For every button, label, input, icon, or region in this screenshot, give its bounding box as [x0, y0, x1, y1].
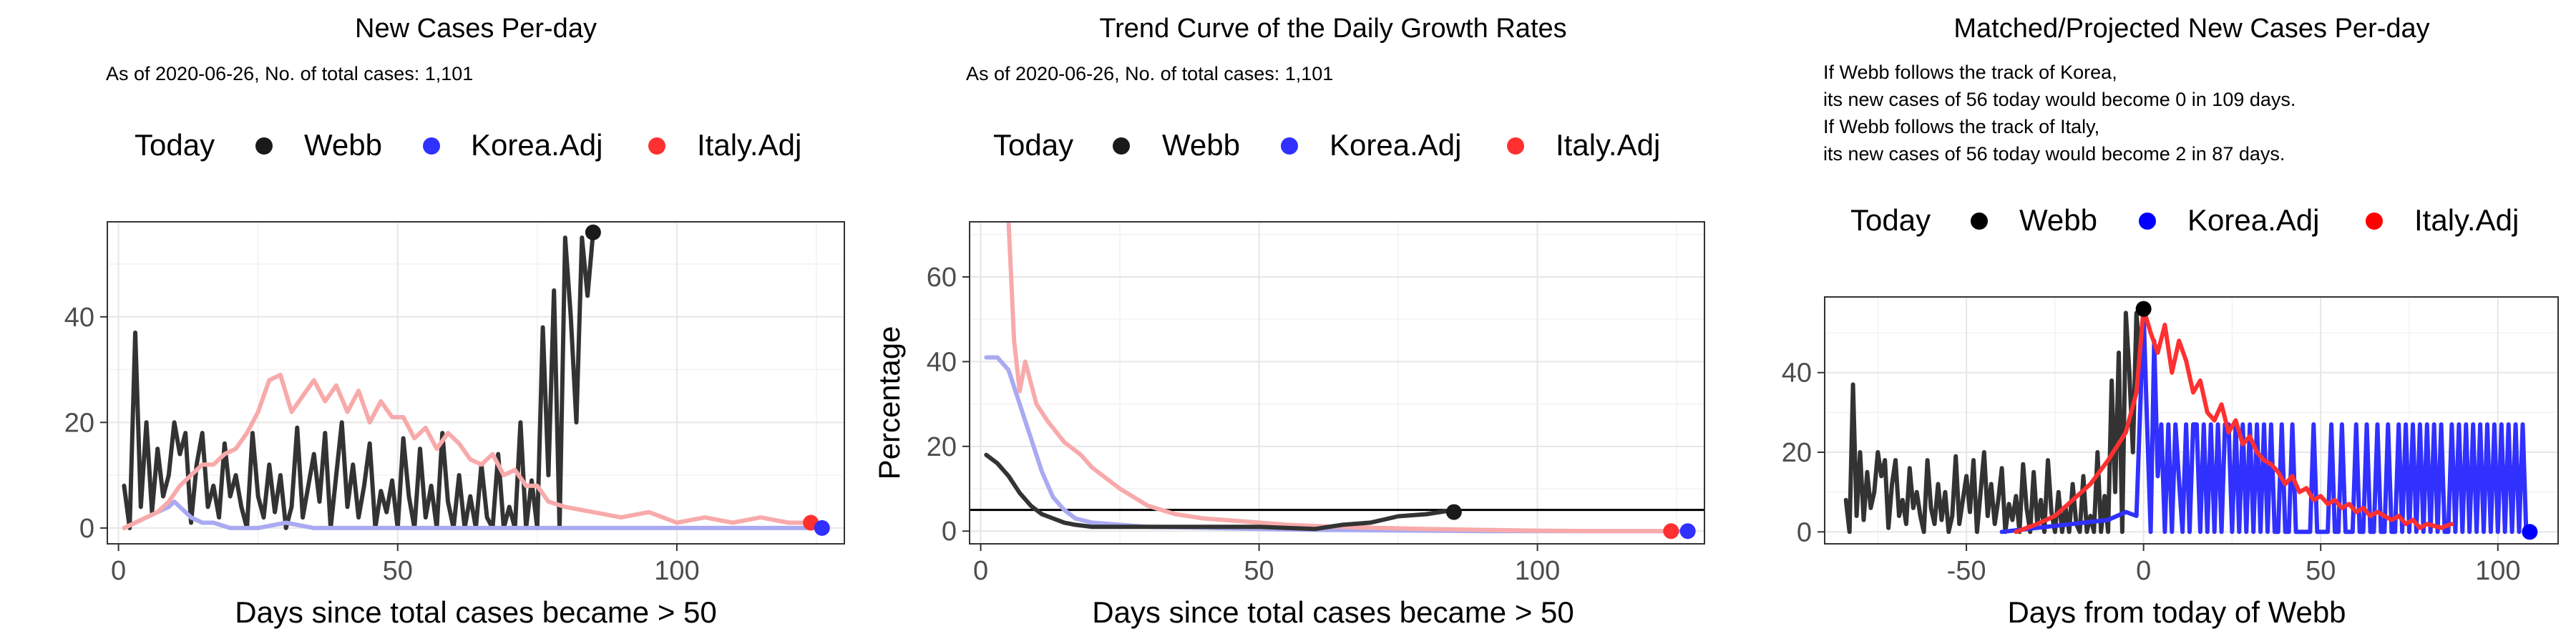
today-point-webb — [1445, 504, 1462, 520]
today-point-korea-adj — [2522, 524, 2538, 540]
series-line-korea-adj — [984, 355, 1684, 534]
plot-area: 0 50 100 0 20 40 — [64, 221, 845, 586]
x-tick-label: 50 — [1244, 556, 1274, 586]
chart-subtitle: As of 2020-06-26, No. of total cases: 1,… — [966, 63, 1333, 84]
today-point-italy-adj — [1663, 523, 1679, 540]
legend: Webb Korea.Adj Italy.Adj — [1113, 128, 1660, 162]
y-tick-label: 40 — [927, 347, 957, 377]
plot-area: 0 50 100 0 20 40 60 — [927, 221, 1705, 586]
x-tick-label: 100 — [1515, 556, 1560, 586]
annotation-line-2: its new cases of 56 today would become 0… — [1823, 89, 2296, 110]
series-lines — [122, 230, 824, 530]
series-lines — [1843, 306, 2532, 535]
x-tick-label: 50 — [383, 556, 413, 586]
chart-subtitle: As of 2020-06-26, No. of total cases: 1,… — [106, 63, 473, 84]
y-tick-label: 60 — [927, 263, 957, 293]
x-tick-label: 50 — [2306, 556, 2336, 586]
x-tick-label: 0 — [973, 556, 988, 586]
legend-label-webb: Webb — [1162, 128, 1240, 162]
legend: Webb Korea.Adj Italy.Adj — [255, 128, 801, 162]
legend-title: Today — [1850, 203, 1931, 237]
x-tick-label: 0 — [111, 556, 126, 586]
plot-border — [1824, 296, 2559, 545]
chart-title: New Cases Per-day — [355, 14, 597, 44]
series-line-korea-adj — [1999, 311, 2532, 535]
annotation-line-3: If Webb follows the track of Italy, — [1823, 116, 2099, 137]
chart-title: Trend Curve of the Daily Growth Rates — [1099, 14, 1566, 44]
y-tick-label: 20 — [927, 432, 957, 462]
annotation-line-1: If Webb follows the track of Korea, — [1823, 62, 2117, 83]
series-line-webb — [1843, 306, 2146, 535]
today-point-webb — [585, 224, 601, 240]
series-line-italy-adj — [122, 372, 814, 530]
legend-label-korea: Korea.Adj — [471, 128, 602, 162]
series-line-webb — [984, 452, 1456, 532]
x-tick-label: 100 — [2475, 556, 2520, 586]
legend-key-korea — [1281, 137, 1298, 155]
today-point-korea-adj — [814, 519, 830, 536]
legend-key-webb — [1971, 213, 1988, 230]
legend-label-italy: Italy.Adj — [697, 128, 801, 162]
legend-key-webb — [1113, 137, 1130, 155]
legend-key-italy — [1507, 137, 1524, 155]
legend-label-webb: Webb — [2019, 203, 2097, 237]
x-axis-title: Days from today of Webb — [2007, 595, 2346, 629]
panel-projected: Matched/Projected New Cases Per-day If W… — [1782, 14, 2559, 629]
legend-key-korea — [423, 137, 440, 155]
x-tick-label: 100 — [654, 556, 699, 586]
y-tick-label: 0 — [1797, 517, 1812, 547]
y-tick-label: 0 — [942, 517, 957, 547]
y-tick-label: 40 — [1782, 358, 1812, 389]
series-lines — [984, 222, 1684, 534]
y-tick-label: 40 — [64, 303, 94, 333]
annotation-line-4: its new cases of 56 today would become 2… — [1823, 143, 2285, 165]
legend-label-korea: Korea.Adj — [2187, 203, 2319, 237]
legend-key-korea — [2139, 213, 2156, 230]
x-axis-title: Days since total cases became > 50 — [235, 595, 717, 629]
today-point-webb — [2135, 301, 2152, 317]
y-tick-label: 20 — [64, 408, 94, 438]
plot-area: -50 0 50 100 0 20 40 — [1782, 296, 2559, 586]
legend-title: Today — [135, 128, 215, 162]
series-line-italy-adj — [1006, 222, 1674, 534]
legend-title: Today — [993, 128, 1073, 162]
chart-title: Matched/Projected New Cases Per-day — [1953, 14, 2429, 44]
today-point-korea-adj — [1679, 523, 1696, 540]
legend-label-korea: Korea.Adj — [1330, 128, 1461, 162]
legend-key-italy — [648, 137, 665, 155]
x-axis-title: Days since total cases became > 50 — [1092, 595, 1574, 629]
plot-border — [969, 221, 1705, 545]
series-line-korea-adj — [122, 499, 824, 530]
series-line-italy-adj — [2014, 306, 2454, 535]
legend-label-webb: Webb — [304, 128, 382, 162]
panel-growth-rates: Trend Curve of the Daily Growth Rates As… — [872, 14, 1705, 629]
legend-label-italy: Italy.Adj — [2414, 203, 2519, 237]
y-axis-title: Percentage — [872, 326, 906, 480]
legend-label-italy: Italy.Adj — [1556, 128, 1660, 162]
y-tick-label: 0 — [79, 514, 94, 544]
y-tick-label: 20 — [1782, 438, 1812, 468]
legend-key-webb — [255, 137, 273, 155]
x-tick-label: -50 — [1947, 556, 1986, 586]
panel-new-cases: New Cases Per-day As of 2020-06-26, No. … — [64, 14, 845, 629]
x-tick-label: 0 — [2136, 556, 2151, 586]
legend: Webb Korea.Adj Italy.Adj — [1971, 203, 2519, 237]
plot-border — [107, 221, 845, 545]
legend-key-italy — [2366, 213, 2383, 230]
